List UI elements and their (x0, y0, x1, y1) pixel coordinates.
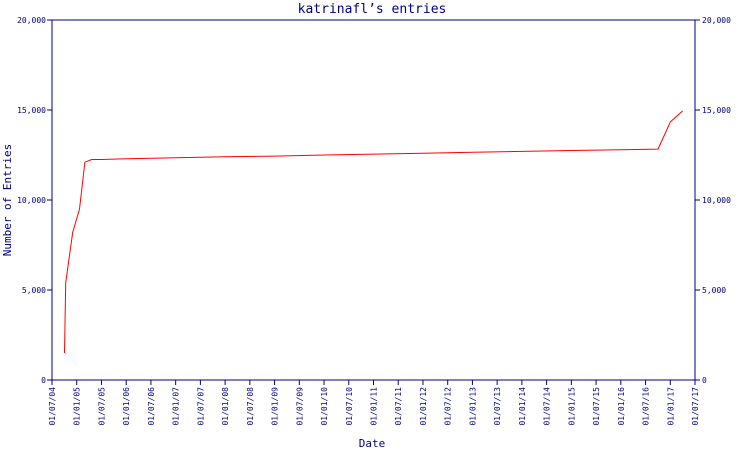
x-tick-label: 01/07/08 (246, 387, 255, 426)
y-tick-label-right: 15,000 (702, 106, 731, 115)
entries-series-line (64, 110, 684, 354)
x-tick-label: 01/07/09 (295, 387, 304, 426)
y-tick-label-left: 0 (41, 376, 46, 385)
x-tick-label: 01/07/06 (147, 387, 156, 426)
x-tick-label: 01/07/15 (592, 387, 601, 426)
x-tick-label: 01/01/06 (122, 387, 131, 426)
y-tick-label-right: 0 (702, 376, 707, 385)
plot-frame (51, 19, 696, 381)
x-tick-label: 01/07/07 (196, 387, 205, 426)
x-tick-label: 01/07/05 (97, 387, 106, 426)
y-tick-label-left: 10,000 (17, 196, 46, 205)
x-tick-label: 01/07/16 (642, 387, 651, 426)
x-tick-label: 01/07/14 (543, 387, 552, 426)
x-tick-label: 01/01/08 (221, 387, 230, 426)
x-tick-label: 01/01/15 (567, 387, 576, 426)
series-layer (64, 110, 684, 354)
y-tick-label-left: 20,000 (17, 16, 46, 25)
y-tick-label-right: 5,000 (702, 286, 726, 295)
x-tick-label: 01/01/14 (518, 387, 527, 426)
x-tick-label: 01/07/04 (48, 387, 57, 426)
x-tick-label: 01/01/11 (370, 387, 379, 426)
y-tick-label-right: 20,000 (702, 16, 731, 25)
x-tick-label: 01/07/13 (493, 387, 502, 426)
x-tick-label: 01/01/12 (419, 387, 428, 426)
y-axis-left: 0 5,000 10,000 15,000 20,000 (17, 16, 52, 385)
chart-title: katrinafl’s entries (298, 2, 447, 17)
y-tick-label-left: 5,000 (22, 286, 46, 295)
x-tick-label: 01/01/05 (73, 387, 82, 426)
x-tick-label: 01/01/13 (468, 387, 477, 426)
x-tick-label: 01/01/09 (271, 387, 280, 426)
x-tick-label: 01/01/10 (320, 387, 329, 426)
x-tick-label: 01/07/10 (345, 387, 354, 426)
x-tick-label: 01/01/16 (617, 387, 626, 426)
y-tick-label-right: 10,000 (702, 196, 731, 205)
y-axis-right: 0 5,000 10,000 15,000 20,000 (695, 16, 731, 385)
x-axis-title: Date (359, 437, 386, 450)
x-tick-label: 01/01/17 (666, 387, 675, 426)
y-axis-title: Number of Entries (1, 144, 14, 257)
x-tick-label: 01/07/12 (444, 387, 453, 426)
x-tick-label: 01/07/17 (691, 387, 700, 426)
x-axis: 01/07/04 01/01/05 01/07/05 01/01/06 01/07/06… (48, 380, 700, 426)
y-tick-label-left: 15,000 (17, 106, 46, 115)
x-tick-label: 01/07/11 (394, 387, 403, 426)
x-tick-label: 01/01/07 (172, 387, 181, 426)
